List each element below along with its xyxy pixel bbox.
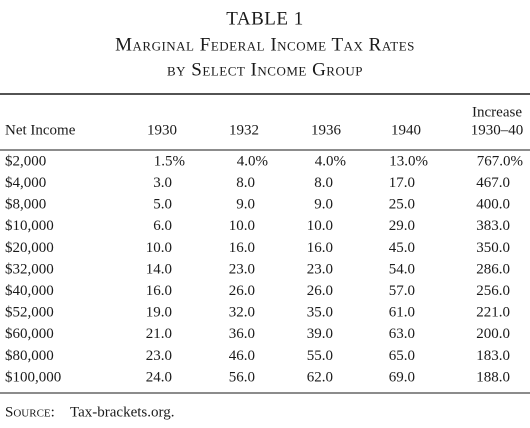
income-cell: $80,000: [5, 348, 54, 364]
rate-cell: 65.0: [389, 348, 415, 364]
rate-cell: 29.0: [389, 218, 415, 234]
income-cell: $10,000: [5, 218, 54, 234]
rate-cell: 6.0: [153, 218, 172, 234]
income-cell: $32,000: [5, 261, 54, 277]
rate-cell: 23.0: [307, 261, 333, 277]
income-cell: $20,000: [5, 240, 54, 256]
income-cell: $4,000: [5, 175, 46, 191]
rate-cell: 256.0: [476, 283, 510, 299]
rate-cell: 10.0: [146, 240, 172, 256]
rate-cell: 69.0: [389, 369, 415, 385]
rate-cell: 24.0: [146, 369, 172, 385]
rate-cell: 26.0: [307, 283, 333, 299]
source-label: Source:: [5, 404, 55, 420]
rate-cell: 16.0: [229, 240, 255, 256]
rate-cell: 36.0: [229, 326, 255, 342]
income-cell: $100,000: [5, 369, 61, 385]
rate-cell: 4.0%: [315, 153, 346, 169]
rate-cell: 54.0: [389, 261, 415, 277]
rate-cell: 23.0: [229, 261, 255, 277]
rate-cell: 400.0: [476, 197, 510, 213]
column-header: 1940: [391, 122, 421, 138]
rate-cell: 19.0: [146, 305, 172, 321]
rate-cell: 200.0: [476, 326, 510, 342]
rate-cell: 62.0: [307, 369, 333, 385]
rate-cell: 188.0: [476, 369, 510, 385]
column-header: 1936: [311, 122, 342, 138]
rate-cell: 21.0: [146, 326, 172, 342]
rate-cell: 286.0: [476, 261, 510, 277]
rate-cell: 3.0: [153, 175, 172, 191]
rate-cell: 57.0: [389, 283, 415, 299]
rate-cell: 183.0: [476, 348, 510, 364]
rate-cell: 61.0: [389, 305, 415, 321]
source-text: Tax-brackets.org.: [70, 404, 174, 420]
column-header: 1932: [229, 122, 259, 138]
rate-cell: 16.0: [307, 240, 333, 256]
income-cell: $8,000: [5, 197, 46, 213]
rate-cell: 221.0: [476, 305, 510, 321]
rate-cell: 25.0: [389, 197, 415, 213]
column-header: Increase: [472, 104, 522, 120]
rate-cell: 5.0: [153, 197, 172, 213]
rate-cell: 56.0: [229, 369, 255, 385]
income-cell: $2,000: [5, 153, 46, 169]
rate-cell: 55.0: [307, 348, 333, 364]
rate-cell: 9.0: [236, 197, 255, 213]
income-cell: $60,000: [5, 326, 54, 342]
rate-cell: 14.0: [146, 261, 172, 277]
column-header: 1930: [147, 122, 177, 138]
rate-cell: 8.0: [314, 175, 333, 191]
rate-cell: 9.0: [314, 197, 333, 213]
rate-cell: 10.0: [307, 218, 333, 234]
rate-cell: 350.0: [476, 240, 510, 256]
rate-cell: 4.0%: [237, 153, 268, 169]
rate-cell: 16.0: [146, 283, 172, 299]
rate-cell: 1.5%: [154, 153, 185, 169]
rate-cell: 467.0: [476, 175, 510, 191]
rate-cell: 32.0: [229, 305, 255, 321]
rate-cell: 35.0: [307, 305, 333, 321]
rate-cell: 10.0: [229, 218, 255, 234]
rate-cell: 383.0: [476, 218, 510, 234]
rate-cell: 39.0: [307, 326, 333, 342]
rate-cell: 23.0: [146, 348, 172, 364]
income-cell: $40,000: [5, 283, 54, 299]
rate-cell: 767.0%: [477, 153, 523, 169]
rate-cell: 8.0: [236, 175, 255, 191]
table-title: Marginal Federal Income Tax Rates: [115, 34, 415, 55]
rate-cell: 13.0%: [389, 153, 428, 169]
income-cell: $52,000: [5, 305, 54, 321]
rate-cell: 63.0: [389, 326, 415, 342]
table-subtitle: by Select Income Group: [167, 59, 363, 80]
rate-cell: 46.0: [229, 348, 255, 364]
column-header: 1930–40: [471, 122, 524, 138]
column-header: Net Income: [5, 122, 76, 138]
table-label: TABLE 1: [226, 8, 303, 29]
rate-cell: 26.0: [229, 283, 255, 299]
rate-cell: 45.0: [389, 240, 415, 256]
rate-cell: 17.0: [389, 175, 415, 191]
